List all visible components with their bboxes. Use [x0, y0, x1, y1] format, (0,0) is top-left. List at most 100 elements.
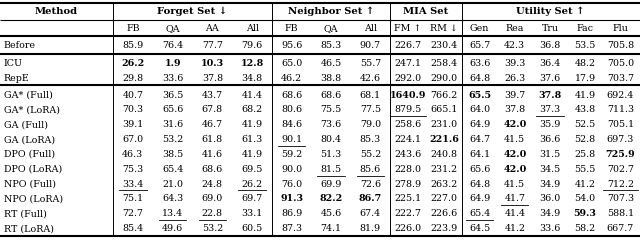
Text: 37.6: 37.6 [540, 73, 561, 82]
Text: RM ↓: RM ↓ [430, 24, 458, 33]
Text: 24.8: 24.8 [202, 180, 223, 189]
Text: 34.9: 34.9 [540, 180, 561, 189]
Text: 90.7: 90.7 [360, 41, 381, 50]
Text: 258.6: 258.6 [394, 120, 422, 129]
Text: 76.4: 76.4 [162, 41, 183, 50]
Text: GA* (LoRA): GA* (LoRA) [4, 105, 60, 114]
Text: 34.5: 34.5 [540, 165, 561, 174]
Text: 1640.9: 1640.9 [390, 91, 426, 100]
Text: 65.4: 65.4 [469, 209, 490, 218]
Text: 52.5: 52.5 [575, 120, 596, 129]
Text: 68.6: 68.6 [202, 165, 223, 174]
Text: 227.0: 227.0 [431, 194, 458, 203]
Text: 65.7: 65.7 [469, 41, 490, 50]
Text: 46.5: 46.5 [321, 59, 342, 68]
Text: DPO (LoRA): DPO (LoRA) [4, 165, 62, 174]
Text: 705.1: 705.1 [607, 120, 634, 129]
Text: 26.2: 26.2 [241, 180, 262, 189]
Text: 59.2: 59.2 [281, 150, 302, 159]
Text: All: All [246, 24, 259, 33]
Text: 702.7: 702.7 [607, 165, 634, 174]
Text: 17.9: 17.9 [575, 73, 596, 82]
Text: 37.8: 37.8 [538, 91, 562, 100]
Text: 38.5: 38.5 [162, 150, 183, 159]
Text: 64.3: 64.3 [162, 194, 183, 203]
Text: 243.6: 243.6 [394, 150, 422, 159]
Text: 41.7: 41.7 [504, 194, 525, 203]
Text: 41.2: 41.2 [575, 180, 596, 189]
Text: 39.1: 39.1 [122, 120, 143, 129]
Text: AA: AA [205, 24, 220, 33]
Text: 703.7: 703.7 [607, 73, 634, 82]
Text: 60.5: 60.5 [241, 224, 263, 233]
Text: 31.6: 31.6 [162, 120, 183, 129]
Text: 1.9: 1.9 [164, 59, 181, 68]
Text: 69.7: 69.7 [241, 194, 263, 203]
Text: 58.2: 58.2 [575, 224, 596, 233]
Text: 61.3: 61.3 [241, 135, 263, 144]
Text: 85.3: 85.3 [321, 41, 342, 50]
Text: Before: Before [4, 41, 36, 50]
Text: 59.3: 59.3 [573, 209, 596, 218]
Text: 77.7: 77.7 [202, 41, 223, 50]
Text: 707.3: 707.3 [607, 194, 634, 203]
Text: 225.1: 225.1 [394, 194, 422, 203]
Text: 36.0: 36.0 [540, 194, 561, 203]
Text: 42.0: 42.0 [503, 165, 527, 174]
Text: 41.9: 41.9 [241, 120, 262, 129]
Text: 10.3: 10.3 [201, 59, 224, 68]
Text: 46.2: 46.2 [281, 73, 302, 82]
Text: 33.1: 33.1 [241, 209, 263, 218]
Text: 86.7: 86.7 [358, 194, 382, 203]
Text: 39.7: 39.7 [504, 91, 525, 100]
Text: 65.6: 65.6 [469, 165, 490, 174]
Text: 41.4: 41.4 [504, 209, 525, 218]
Text: 705.8: 705.8 [607, 41, 634, 50]
Text: 45.6: 45.6 [321, 209, 342, 218]
Text: 76.0: 76.0 [281, 180, 302, 189]
Text: 86.9: 86.9 [281, 209, 302, 218]
Text: GA* (Full): GA* (Full) [4, 91, 53, 100]
Text: 85.3: 85.3 [360, 135, 381, 144]
Text: 77.5: 77.5 [360, 105, 381, 114]
Text: 55.5: 55.5 [575, 165, 596, 174]
Text: 74.1: 74.1 [321, 224, 342, 233]
Text: 228.0: 228.0 [394, 165, 422, 174]
Text: 61.8: 61.8 [202, 135, 223, 144]
Text: 37.3: 37.3 [540, 105, 561, 114]
Text: 36.8: 36.8 [540, 41, 561, 50]
Text: 667.7: 667.7 [607, 224, 634, 233]
Text: 85.4: 85.4 [122, 224, 143, 233]
Text: 26.3: 26.3 [504, 73, 525, 82]
Text: 69.5: 69.5 [241, 165, 263, 174]
Text: 34.8: 34.8 [241, 73, 262, 82]
Text: 221.6: 221.6 [429, 135, 459, 144]
Text: 64.9: 64.9 [469, 194, 490, 203]
Text: 68.1: 68.1 [360, 91, 381, 100]
Text: 67.8: 67.8 [202, 105, 223, 114]
Text: 43.8: 43.8 [575, 105, 596, 114]
Text: 41.6: 41.6 [202, 150, 223, 159]
Text: 80.6: 80.6 [281, 105, 302, 114]
Text: 64.8: 64.8 [469, 73, 490, 82]
Text: 79.0: 79.0 [360, 120, 381, 129]
Text: 12.8: 12.8 [241, 59, 264, 68]
Text: Neighbor Set ↑: Neighbor Set ↑ [288, 7, 374, 16]
Text: 43.7: 43.7 [202, 91, 223, 100]
Text: NPO (Full): NPO (Full) [4, 180, 56, 189]
Text: 65.5: 65.5 [468, 91, 491, 100]
Text: 41.5: 41.5 [504, 135, 525, 144]
Text: 68.6: 68.6 [281, 91, 302, 100]
Text: 226.6: 226.6 [430, 209, 458, 218]
Text: 73.6: 73.6 [321, 120, 342, 129]
Text: 292.0: 292.0 [394, 73, 422, 82]
Text: 67.0: 67.0 [122, 135, 143, 144]
Text: 72.6: 72.6 [360, 180, 381, 189]
Text: 258.4: 258.4 [431, 59, 458, 68]
Text: 692.4: 692.4 [607, 91, 634, 100]
Text: 36.4: 36.4 [540, 59, 561, 68]
Text: 223.9: 223.9 [430, 224, 458, 233]
Text: 75.1: 75.1 [122, 194, 143, 203]
Text: 52.8: 52.8 [575, 135, 596, 144]
Text: 222.7: 222.7 [394, 209, 422, 218]
